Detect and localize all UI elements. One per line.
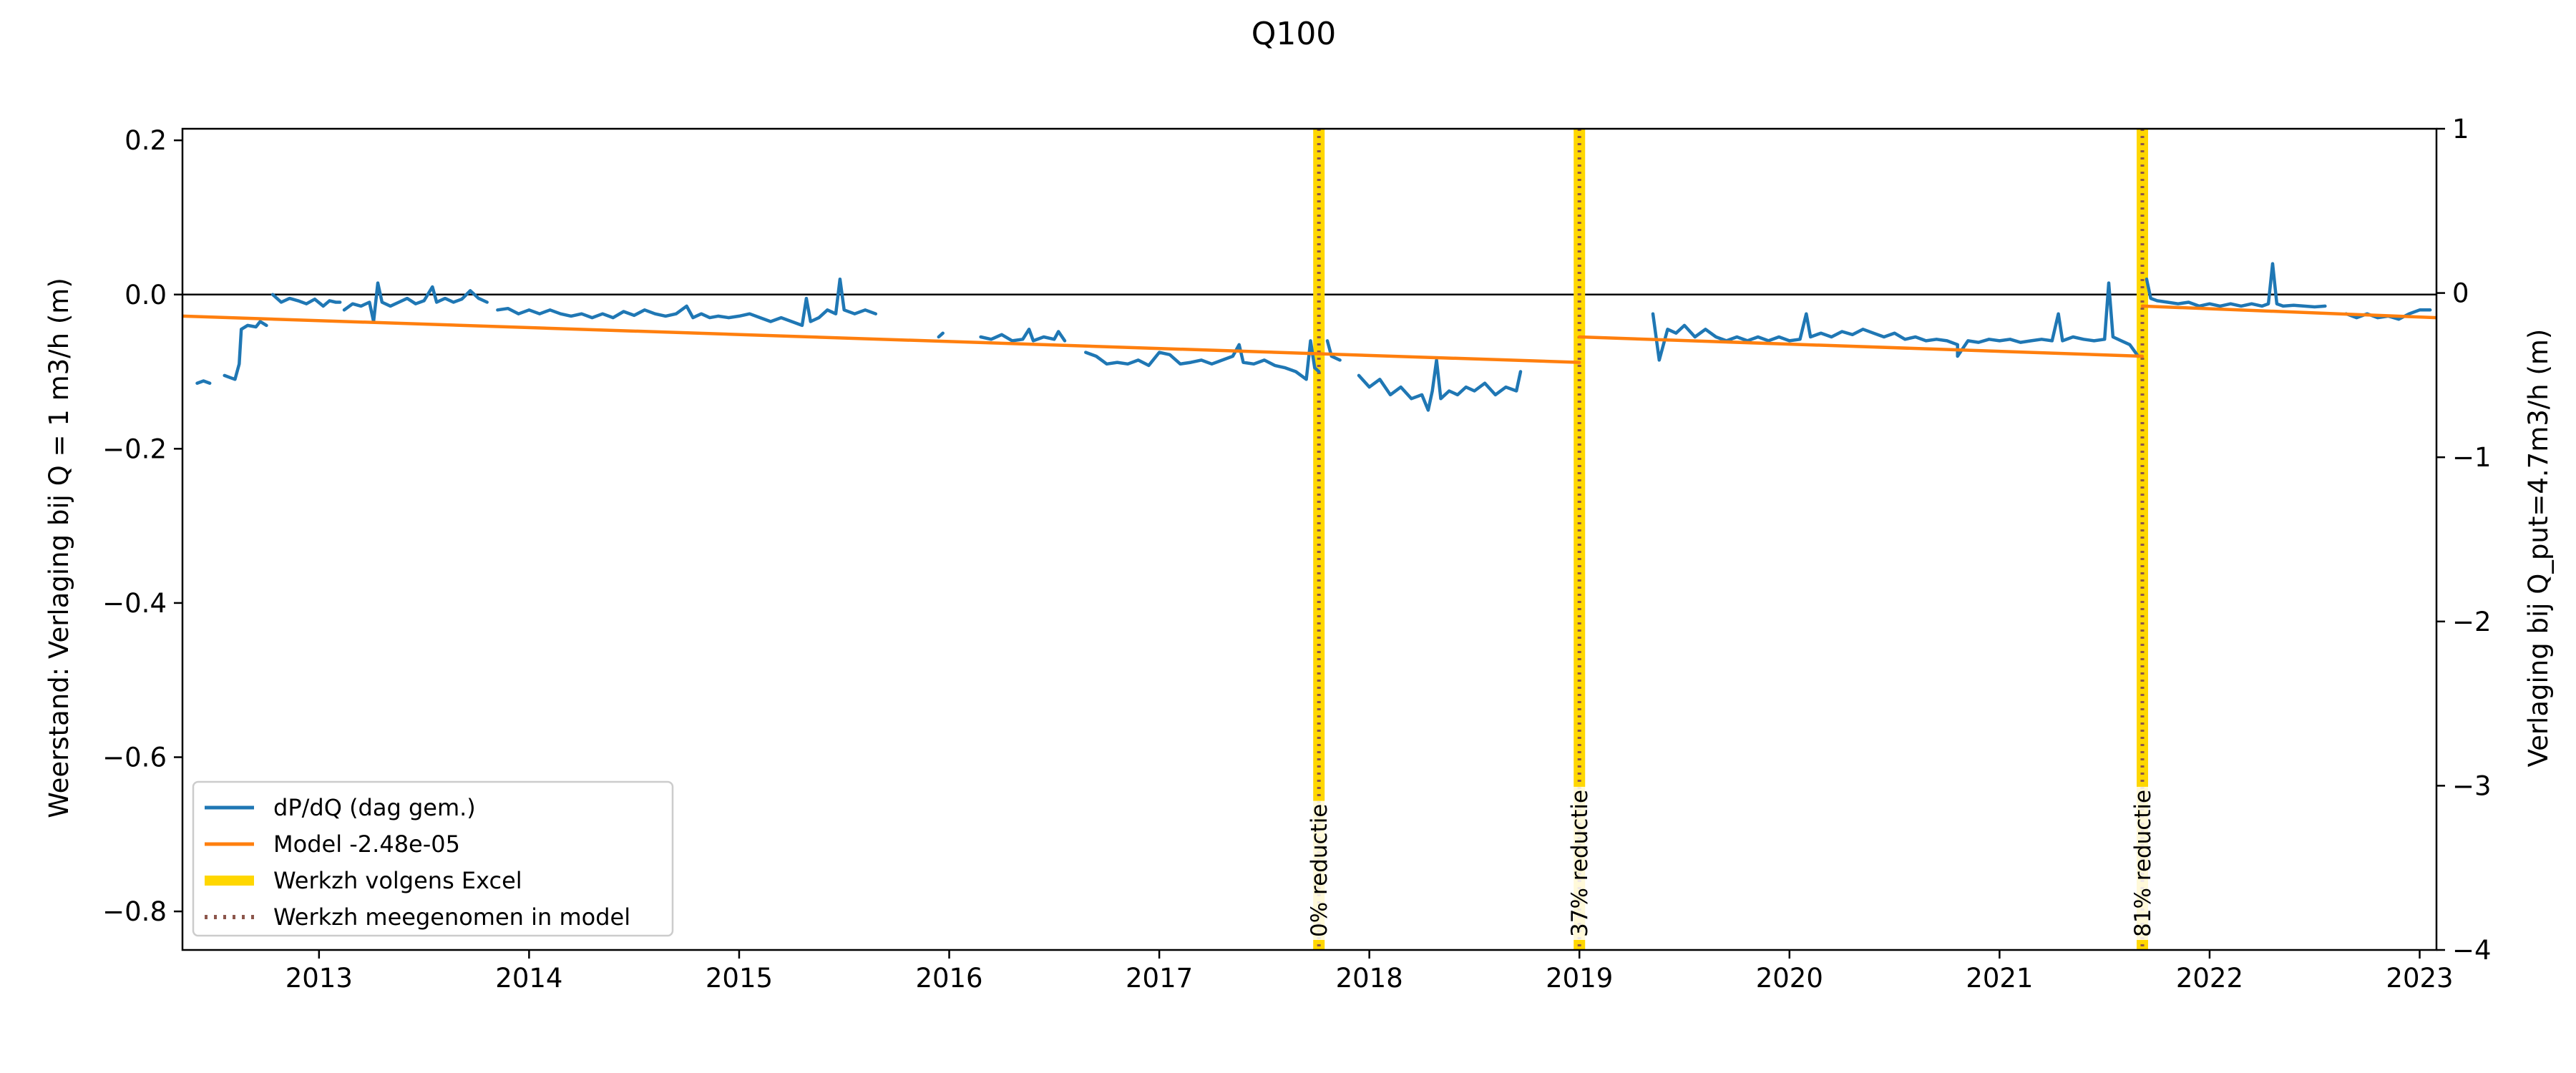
event-label-bg-2 [2129, 786, 2157, 940]
y-right-tick-label-5: −4 [2452, 935, 2492, 966]
y-left-tick-label-5: −0.8 [102, 896, 167, 927]
x-tick-label-2: 2015 [706, 963, 773, 994]
y-left-tick-label-0: 0.2 [125, 125, 167, 156]
series-dpdq-segment-2 [270, 293, 342, 308]
x-tick-label-8: 2021 [1966, 963, 2033, 994]
series-dpdq-segment-1 [223, 320, 268, 381]
legend-label-3: Werkzh meegenomen in model [273, 903, 630, 931]
series-dpdq-segment-11 [2145, 262, 2327, 309]
y-left-tick-label-1: 0.0 [125, 280, 167, 310]
event-label-1: 37% reductie [1567, 790, 1593, 937]
event-label-bg-0 [1306, 800, 1334, 940]
x-tick-label-5: 2018 [1336, 963, 1403, 994]
legend-label-1: Model -2.48e-05 [273, 831, 460, 858]
y-left-tick-label-4: −0.6 [102, 743, 167, 773]
series-dpdq-segment-3 [342, 281, 489, 323]
y-right-tick-label-3: −2 [2452, 607, 2492, 637]
series-model-segment-0 [182, 314, 1581, 364]
x-tick-label-6: 2019 [1546, 963, 1613, 994]
legend-label-2: Werkzh volgens Excel [273, 867, 522, 894]
legend-label-0: dP/dQ (dag gem.) [273, 794, 476, 821]
x-tick-label-1: 2014 [495, 963, 562, 994]
x-tick-label-4: 2017 [1126, 963, 1193, 994]
event-label-group-0: 0% reductie [1306, 800, 1334, 940]
y-right-tick-label-4: −3 [2452, 770, 2492, 801]
axes: 2013 2014 2015 2016 2017 2018 2019 2020 2021 2022… [102, 114, 2491, 994]
x-tick-label-3: 2016 [915, 963, 982, 994]
x-tick-label-7: 2020 [1756, 963, 1823, 994]
legend: dP/dQ (dag gem.) Model -2.48e-05 Werkzh vo… [192, 780, 674, 937]
x-tick-label-9: 2022 [2176, 963, 2243, 994]
y-right-tick-label-0: 1 [2452, 114, 2469, 144]
event-label-group-2: 81% reductie [2129, 786, 2157, 940]
plot-area: 0% reductie 37% reductie 81% reductie [182, 129, 2436, 950]
series-dpdq-segment-0 [195, 379, 212, 385]
series-dpdq-segment-4 [496, 277, 878, 328]
event-label-2: 81% reductie [2130, 790, 2156, 937]
chart-title: Q100 [1252, 16, 1337, 52]
series-dpdq-segment-9 [1357, 358, 1523, 412]
series-dpdq-segment-10 [1651, 281, 2140, 362]
legend-box [192, 780, 674, 937]
y-axis-left-label: Weerstand: Verlaging bij Q = 1 m3/h (m) [44, 278, 74, 818]
y-right-tick-label-2: −1 [2452, 442, 2492, 473]
series-model-segment-2 [2140, 304, 2436, 320]
event-label-bg-1 [1566, 786, 1594, 940]
x-tick-label-10: 2023 [2386, 963, 2453, 994]
y-left-tick-label-2: −0.2 [102, 433, 167, 464]
event-label-group-1: 37% reductie [1566, 786, 1594, 940]
event-label-0: 0% reductie [1307, 804, 1332, 937]
axes-frame [181, 127, 2438, 951]
series-dpdq-segment-7 [1084, 339, 1321, 381]
series-dpdq-segment-5 [937, 331, 945, 339]
y-axis-right-label: Verlaging bij Q_put=4.7m3/h (m) [2523, 329, 2554, 768]
series-dpdq-segment-6 [979, 328, 1067, 343]
x-tick-label-0: 2013 [286, 963, 353, 994]
series-dpdq-segment-8 [1325, 339, 1342, 362]
y-left-tick-label-3: −0.4 [102, 588, 167, 619]
series-model-segment-1 [1577, 335, 2145, 358]
y-right-tick-label-1: 0 [2452, 278, 2469, 309]
